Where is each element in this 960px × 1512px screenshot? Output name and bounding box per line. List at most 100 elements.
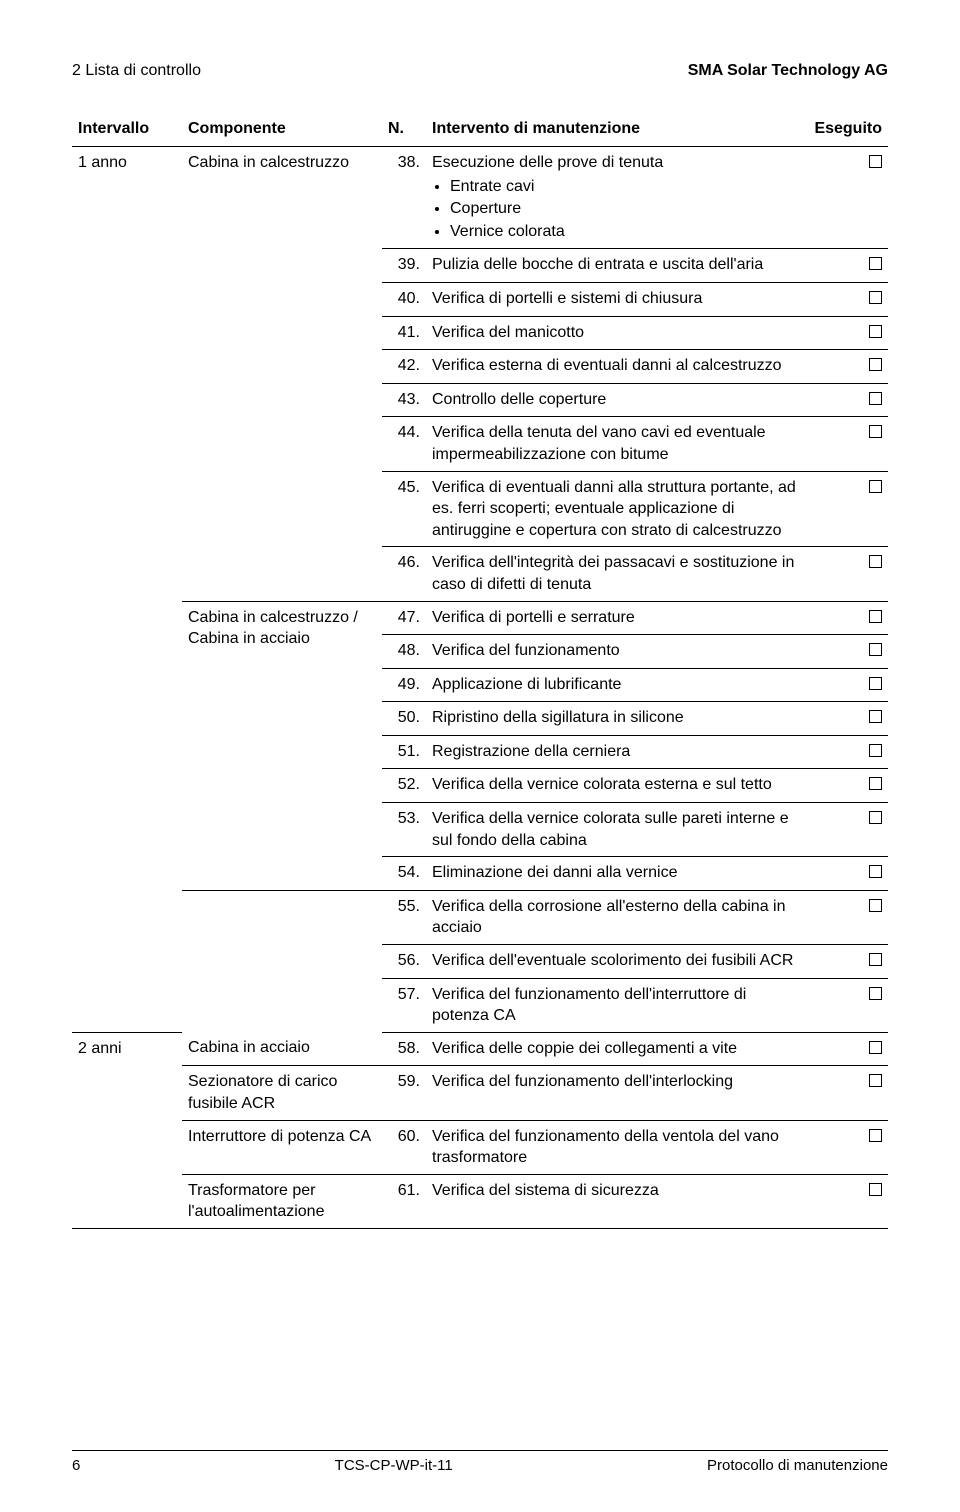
- checkbox[interactable]: [869, 987, 882, 1000]
- row-number: 39.: [382, 249, 426, 283]
- row-number: 57.: [382, 978, 426, 1032]
- bullet-item: Entrate cavi: [450, 176, 802, 198]
- checkbox-cell: [808, 803, 888, 857]
- row-number: 60.: [382, 1120, 426, 1174]
- row-number: 55.: [382, 890, 426, 944]
- row-number: 45.: [382, 471, 426, 547]
- row-number: 52.: [382, 769, 426, 803]
- interval-cell: 2 anni: [72, 1032, 182, 1228]
- checkbox[interactable]: [869, 899, 882, 912]
- row-desc: Esecuzione delle prove di tenutaEntrate …: [426, 147, 808, 249]
- maintenance-table: Intervallo Componente N. Intervento di m…: [72, 112, 888, 1229]
- checkbox-cell: [808, 1120, 888, 1174]
- component-cell: Cabina in acciaio: [182, 1032, 382, 1066]
- col-n: N.: [382, 112, 426, 147]
- checkbox[interactable]: [869, 777, 882, 790]
- col-intervention: Intervento di manutenzione: [426, 112, 808, 147]
- checkbox-cell: [808, 601, 888, 635]
- checkbox-cell: [808, 668, 888, 702]
- footer-title: Protocollo di manutenzione: [707, 1457, 888, 1474]
- checkbox-cell: [808, 1066, 888, 1120]
- component-cell: [182, 890, 382, 1032]
- row-number: 42.: [382, 350, 426, 384]
- checkbox-cell: [808, 702, 888, 736]
- checkbox[interactable]: [869, 710, 882, 723]
- header-left: 2 Lista di controllo: [72, 62, 201, 80]
- row-desc: Verifica del funzionamento: [426, 635, 808, 669]
- row-desc: Verifica del sistema di sicurezza: [426, 1174, 808, 1228]
- row-desc: Pulizia delle bocche di entrata e uscita…: [426, 249, 808, 283]
- row-desc: Verifica del funzionamento della ventola…: [426, 1120, 808, 1174]
- row-desc: Verifica del funzionamento dell'interloc…: [426, 1066, 808, 1120]
- checkbox-cell: [808, 147, 888, 249]
- row-desc: Verifica della vernice colorata esterna …: [426, 769, 808, 803]
- row-number: 61.: [382, 1174, 426, 1228]
- checkbox[interactable]: [869, 392, 882, 405]
- checkbox-cell: [808, 471, 888, 547]
- checkbox-cell: [808, 417, 888, 471]
- row-number: 41.: [382, 316, 426, 350]
- col-interval: Intervallo: [72, 112, 182, 147]
- checkbox-cell: [808, 635, 888, 669]
- row-desc: Verifica delle coppie dei collegamenti a…: [426, 1032, 808, 1066]
- component-cell: Interruttore di potenza CA: [182, 1120, 382, 1174]
- row-desc: Verifica della vernice colorata sulle pa…: [426, 803, 808, 857]
- checkbox-cell: [808, 890, 888, 944]
- checkbox[interactable]: [869, 425, 882, 438]
- col-component: Componente: [182, 112, 382, 147]
- checkbox[interactable]: [869, 257, 882, 270]
- row-number: 51.: [382, 735, 426, 769]
- checkbox[interactable]: [869, 358, 882, 371]
- checkbox[interactable]: [869, 291, 882, 304]
- component-cell: Cabina in calcestruzzo / Cabina in accia…: [182, 601, 382, 890]
- checkbox-cell: [808, 1174, 888, 1228]
- checkbox-cell: [808, 383, 888, 417]
- footer-code: TCS-CP-WP-it-11: [335, 1457, 453, 1474]
- row-desc: Controllo delle coperture: [426, 383, 808, 417]
- checkbox-cell: [808, 316, 888, 350]
- header-right: SMA Solar Technology AG: [688, 62, 888, 80]
- checkbox[interactable]: [869, 953, 882, 966]
- row-number: 38.: [382, 147, 426, 249]
- row-desc: Verifica dell'integrità dei passacavi e …: [426, 547, 808, 601]
- checkbox[interactable]: [869, 1041, 882, 1054]
- checkbox-cell: [808, 1032, 888, 1066]
- row-desc: Applicazione di lubrificante: [426, 668, 808, 702]
- checkbox[interactable]: [869, 643, 882, 656]
- checkbox[interactable]: [869, 480, 882, 493]
- checkbox[interactable]: [869, 811, 882, 824]
- bullet-item: Vernice colorata: [450, 221, 802, 243]
- component-cell: Trasformatore per l'autoalimentazione: [182, 1174, 382, 1228]
- row-desc: Verifica del manicotto: [426, 316, 808, 350]
- checkbox[interactable]: [869, 1129, 882, 1142]
- checkbox[interactable]: [869, 744, 882, 757]
- component-cell: Cabina in calcestruzzo: [182, 147, 382, 602]
- row-number: 59.: [382, 1066, 426, 1120]
- checkbox-cell: [808, 945, 888, 979]
- checkbox[interactable]: [869, 555, 882, 568]
- checkbox-cell: [808, 282, 888, 316]
- checkbox[interactable]: [869, 1183, 882, 1196]
- checkbox[interactable]: [869, 1074, 882, 1087]
- checkbox[interactable]: [869, 865, 882, 878]
- checkbox[interactable]: [869, 677, 882, 690]
- row-number: 54.: [382, 857, 426, 891]
- row-desc: Eliminazione dei danni alla vernice: [426, 857, 808, 891]
- row-number: 40.: [382, 282, 426, 316]
- row-desc: Verifica di eventuali danni alla struttu…: [426, 471, 808, 547]
- row-desc: Verifica di portelli e sistemi di chiusu…: [426, 282, 808, 316]
- row-desc: Verifica esterna di eventuali danni al c…: [426, 350, 808, 384]
- row-number: 43.: [382, 383, 426, 417]
- checkbox-cell: [808, 769, 888, 803]
- checkbox[interactable]: [869, 325, 882, 338]
- checkbox-cell: [808, 350, 888, 384]
- checkbox-cell: [808, 857, 888, 891]
- footer-page: 6: [72, 1457, 80, 1474]
- row-number: 49.: [382, 668, 426, 702]
- checkbox[interactable]: [869, 610, 882, 623]
- row-number: 58.: [382, 1032, 426, 1066]
- interval-cell: 1 anno: [72, 147, 182, 1033]
- component-cell: Sezionatore di carico fusibile ACR: [182, 1066, 382, 1120]
- checkbox[interactable]: [869, 155, 882, 168]
- checkbox-cell: [808, 735, 888, 769]
